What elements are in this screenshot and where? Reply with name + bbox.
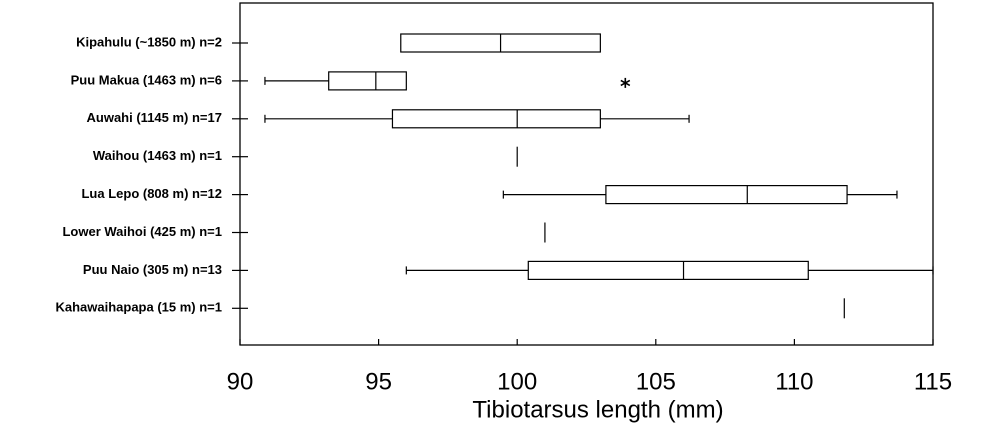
x-tick-label: 110 [775, 368, 813, 395]
category-label: Kahawaihapapa (15 m) n=1 [55, 300, 222, 315]
x-tick-label: 105 [636, 368, 676, 395]
category-label: Puu Naio (305 m) n=13 [83, 262, 222, 277]
box [391, 109, 601, 129]
outlier-stroke [620, 79, 631, 87]
box [328, 71, 407, 91]
category-label: Puu Makua (1463 m) n=6 [71, 72, 222, 87]
category-label: Lower Waihoi (425 m) n=1 [62, 224, 222, 239]
outlier [620, 77, 631, 88]
x-axis-title: Tibiotarsus length (mm) [472, 396, 723, 423]
x-tick-label: 95 [365, 368, 392, 395]
x-tick-label: 115 [914, 368, 952, 395]
plot-frame [239, 2, 934, 346]
category-label: Waihou (1463 m) n=1 [93, 148, 222, 163]
category-label: Auwahi (1145 m) n=17 [87, 110, 222, 125]
box [605, 185, 848, 205]
category-label: Kipahulu (~1850 m) n=2 [76, 34, 222, 49]
box [527, 260, 809, 280]
x-tick-label: 90 [227, 368, 254, 395]
x-tick-label: 100 [497, 368, 537, 395]
category-label: Lua Lepo (808 m) n=12 [81, 186, 222, 201]
